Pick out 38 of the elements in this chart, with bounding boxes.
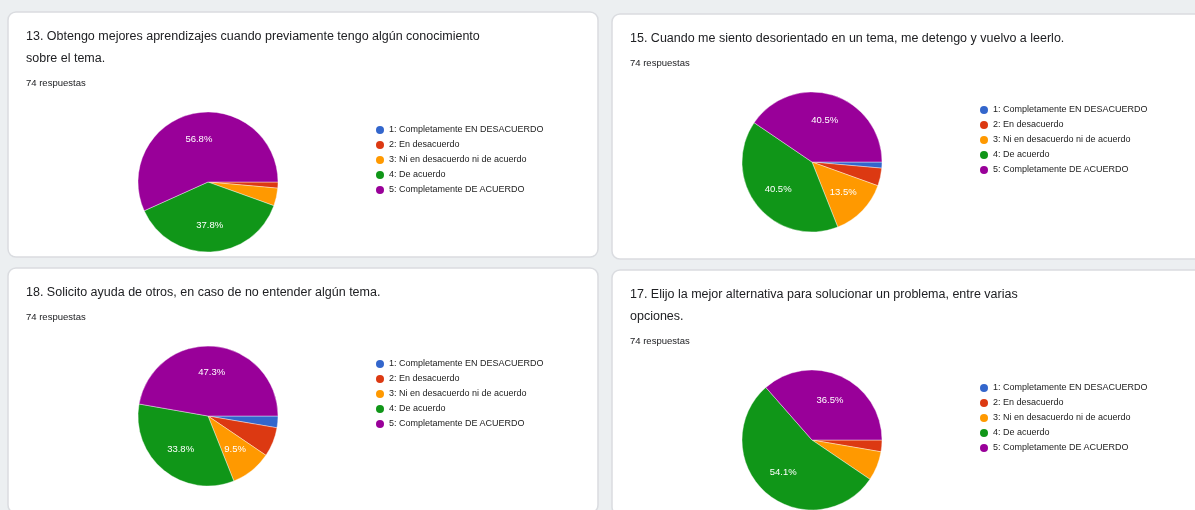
legend-label: 1: Completamente EN DESACUERDO — [389, 124, 544, 135]
legend-label: 5: Completamente DE ACUERDO — [993, 442, 1129, 453]
data-label: 9.5% — [224, 443, 247, 455]
legend-label: 1: Completamente EN DESACUERDO — [993, 104, 1148, 115]
text: 74 respuestas — [630, 335, 690, 346]
legend-label: 1: Completamente EN DESACUERDO — [389, 358, 544, 369]
legend-label: 5: Completamente DE ACUERDO — [389, 184, 525, 195]
legend-label: 3: Ni en desacuerdo ni de acuerdo — [993, 412, 1131, 423]
text: 74 respuestas — [26, 77, 86, 88]
data-label: 40.5% — [764, 182, 793, 194]
chart-title: 15. Cuando me siento desorientado en un tema, me detengo y vuelvo a leerlo. — [630, 31, 1065, 45]
chart-title: 18. Solicito ayuda de otros, en caso de no entender algún tema. — [26, 285, 381, 299]
chart-title: 13. Obtengo mejores aprendizajes cuando previamente tengo algún conocimiento sobre el tema. — [26, 29, 480, 65]
text: 74 respuestas — [26, 311, 86, 322]
legend-label: 4: De acuerdo — [993, 149, 1050, 160]
legend-label: 4: De acuerdo — [389, 403, 446, 414]
legend-label: 5: Completamente DE ACUERDO — [993, 164, 1129, 175]
legend-label: 4: De acuerdo — [389, 169, 446, 180]
legend-label: 2: En desacuerdo — [389, 373, 460, 384]
data-label: 13.5% — [829, 185, 858, 197]
data-label: 54.1% — [769, 466, 798, 478]
legend-label: 3: Ni en desacuerdo ni de acuerdo — [389, 154, 527, 165]
chart-title: 17. Elijo la mejor alternativa para solucionar un problema, entre varias opciones. — [630, 287, 1018, 323]
legend-label: 5: Completamente DE ACUERDO — [389, 418, 525, 429]
legend-label: 4: De acuerdo — [993, 427, 1050, 438]
data-label: 36.5% — [816, 393, 844, 405]
data-label: 37.8% — [196, 218, 224, 230]
legend-label: 3: Ni en desacuerdo ni de acuerdo — [993, 134, 1131, 145]
data-label: 33.8% — [167, 443, 195, 455]
legend-label: 2: En desacuerdo — [993, 397, 1064, 408]
data-label: 40.5% — [811, 114, 839, 126]
data-label: 47.3% — [198, 366, 226, 378]
data-label: 56.8% — [185, 133, 213, 145]
text: 74 respuestas — [630, 57, 690, 68]
legend-label: 2: En desacuerdo — [993, 119, 1064, 130]
legend-label: 1: Completamente EN DESACUERDO — [993, 382, 1148, 393]
legend-label: 2: En desacuerdo — [389, 139, 460, 150]
legend-label: 3: Ni en desacuerdo ni de acuerdo — [389, 388, 527, 399]
